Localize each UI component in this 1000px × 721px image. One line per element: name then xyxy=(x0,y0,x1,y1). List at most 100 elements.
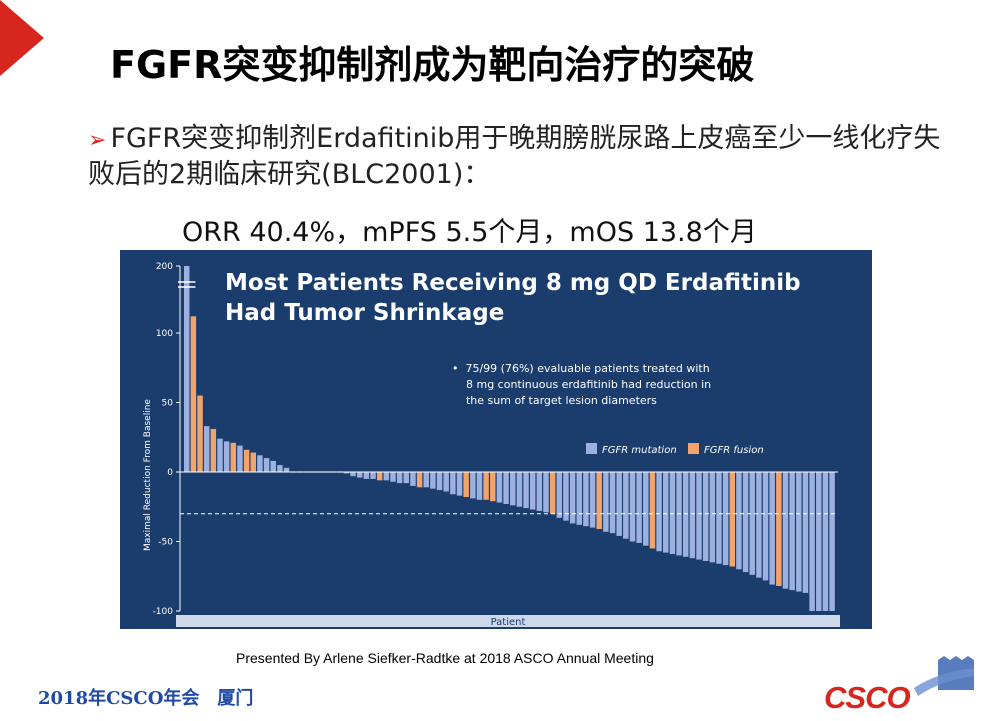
bar-mutation xyxy=(802,472,809,593)
chart-annotation-line3: the sum of target lesion diameters xyxy=(452,394,657,407)
bar-mutation xyxy=(403,472,410,484)
bar-fusion xyxy=(729,472,736,567)
bar-fusion xyxy=(416,472,423,488)
chart-title-line2: Had Tumor Shrinkage xyxy=(225,300,504,326)
bullet-text: FGFR突变抑制剂Erdafitinib用于晚期膀胱尿路上皮癌至少一线化疗失败后… xyxy=(88,123,941,190)
bar-mutation xyxy=(516,472,523,507)
bar-fusion xyxy=(230,442,237,472)
bar-fusion xyxy=(596,472,602,529)
bar-mutation xyxy=(277,465,283,472)
bar-mutation xyxy=(370,472,376,479)
bar-mutation xyxy=(623,472,629,539)
bar-mutation xyxy=(722,472,729,566)
bar-mutation xyxy=(390,472,396,482)
bar-fusion xyxy=(210,428,217,472)
bar-mutation xyxy=(762,472,769,581)
bar-fusion xyxy=(197,395,203,472)
bar-mutation xyxy=(356,472,363,478)
bar-mutation xyxy=(822,472,829,611)
bar-mutation xyxy=(782,472,789,589)
chart-annotation-line1: • 75/99 (76%) evaluable patients treated… xyxy=(452,362,710,375)
bar-fusion xyxy=(490,472,496,502)
bar-mutation xyxy=(237,445,243,472)
bar-mutation xyxy=(410,472,416,486)
bar-mutation xyxy=(563,472,569,521)
meeting-footer: 2018年CSCO年会 厦门 xyxy=(38,688,254,709)
bar-mutation xyxy=(423,472,429,488)
waterfall-chart: Most Patients Receiving 8 mg QD Erdafiti… xyxy=(120,250,872,629)
bar-fusion xyxy=(376,472,383,481)
bar-mutation xyxy=(396,472,403,484)
bar-fusion xyxy=(463,472,469,498)
bar-mutation xyxy=(529,472,536,510)
bar-series xyxy=(184,266,835,611)
bar-mutation xyxy=(756,472,762,578)
chart-title-line1: Most Patients Receiving 8 mg QD Erdafiti… xyxy=(225,270,801,296)
accent-triangle xyxy=(0,0,44,76)
bar-mutation xyxy=(669,472,676,555)
y-tick-label: 50 xyxy=(162,399,174,409)
bar-mutation xyxy=(682,472,689,557)
bar-mutation xyxy=(510,472,516,506)
bar-fusion xyxy=(776,472,782,586)
bar-mutation xyxy=(749,472,755,575)
result-summary: ORR 40.4%，mPFS 5.5个月，mOS 13.8个月 xyxy=(182,217,757,248)
legend-fusion-swatch xyxy=(688,443,699,454)
bar-fusion xyxy=(190,316,197,472)
bar-mutation xyxy=(696,472,702,560)
bar-mutation xyxy=(716,472,722,564)
csco-logo xyxy=(818,650,988,716)
y-tick-label: -100 xyxy=(153,607,174,617)
csco-logo-text: CSCO xyxy=(824,680,911,715)
bar-mutation xyxy=(523,472,529,509)
legend-mutation-label: FGFR mutation xyxy=(602,445,677,456)
bar-mutation xyxy=(709,472,716,563)
y-axis: 200 100 50 0 -50 -100 xyxy=(153,262,838,617)
bar-mutation xyxy=(443,472,449,492)
bar-fusion xyxy=(483,472,489,500)
bar-fusion xyxy=(649,472,656,549)
bar-fusion xyxy=(549,472,556,514)
legend-fusion-label: FGFR fusion xyxy=(704,445,764,456)
bar-mutation xyxy=(383,472,390,481)
bar-mutation xyxy=(343,472,350,474)
bar-mutation xyxy=(270,460,276,472)
bar-mutation xyxy=(809,472,815,611)
y-tick-label: 0 xyxy=(167,468,173,478)
bar-mutation xyxy=(603,472,609,532)
bar-fusion xyxy=(250,452,256,472)
bar-mutation xyxy=(536,472,543,511)
y-axis-label: Maximal Reduction From Baseline xyxy=(143,399,153,551)
bar-mutation xyxy=(350,472,356,477)
bar-mutation xyxy=(543,472,549,513)
bar-mutation xyxy=(576,472,582,525)
y-tick-label: 200 xyxy=(156,262,173,272)
waterfall-chart-svg: Most Patients Receiving 8 mg QD Erdafiti… xyxy=(143,262,840,628)
bar-mutation xyxy=(569,472,576,524)
bar-mutation xyxy=(257,455,263,472)
bar-mutation xyxy=(203,426,210,472)
bar-mutation xyxy=(789,472,795,591)
bar-mutation xyxy=(436,472,443,491)
bar-mutation xyxy=(589,472,596,528)
legend-mutation-swatch xyxy=(586,443,597,454)
bar-mutation xyxy=(456,472,463,496)
bar-mutation xyxy=(556,472,563,518)
bar-mutation xyxy=(663,472,669,553)
bar-fusion xyxy=(243,449,250,472)
chart-annotation-line2: 8 mg continuous erdafitinib had reductio… xyxy=(452,378,711,391)
bar-mutation xyxy=(609,472,616,534)
bar-mutation xyxy=(643,472,649,546)
bar-mutation xyxy=(496,472,503,503)
y-tick-label: 100 xyxy=(156,329,173,339)
bar-mutation xyxy=(736,472,742,570)
bar-mutation xyxy=(629,472,636,542)
bar-mutation xyxy=(796,472,802,592)
slide-title: FGFR突变抑制剂成为靶向治疗的突破 xyxy=(110,43,755,87)
x-axis-label: Patient xyxy=(491,617,526,628)
bar-mutation xyxy=(470,472,476,499)
bar-mutation xyxy=(702,472,709,561)
bar-mutation xyxy=(476,472,483,500)
presenter-credit: Presented By Arlene Siefker-Radtke at 20… xyxy=(236,650,654,666)
bar-mutation xyxy=(689,472,696,559)
